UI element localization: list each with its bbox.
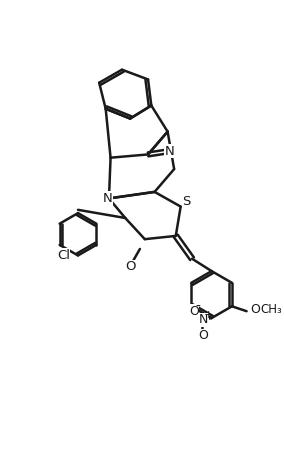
Text: O: O	[189, 305, 199, 318]
Text: S: S	[182, 195, 191, 208]
Text: O: O	[250, 303, 260, 316]
Text: O: O	[125, 260, 135, 273]
Text: -: -	[195, 299, 201, 314]
Text: N: N	[199, 313, 208, 326]
Text: N: N	[103, 192, 112, 205]
Text: Cl: Cl	[57, 249, 70, 262]
Text: +: +	[204, 310, 213, 320]
Text: O: O	[199, 330, 208, 343]
Text: CH₃: CH₃	[261, 303, 282, 316]
Text: N: N	[164, 145, 174, 158]
